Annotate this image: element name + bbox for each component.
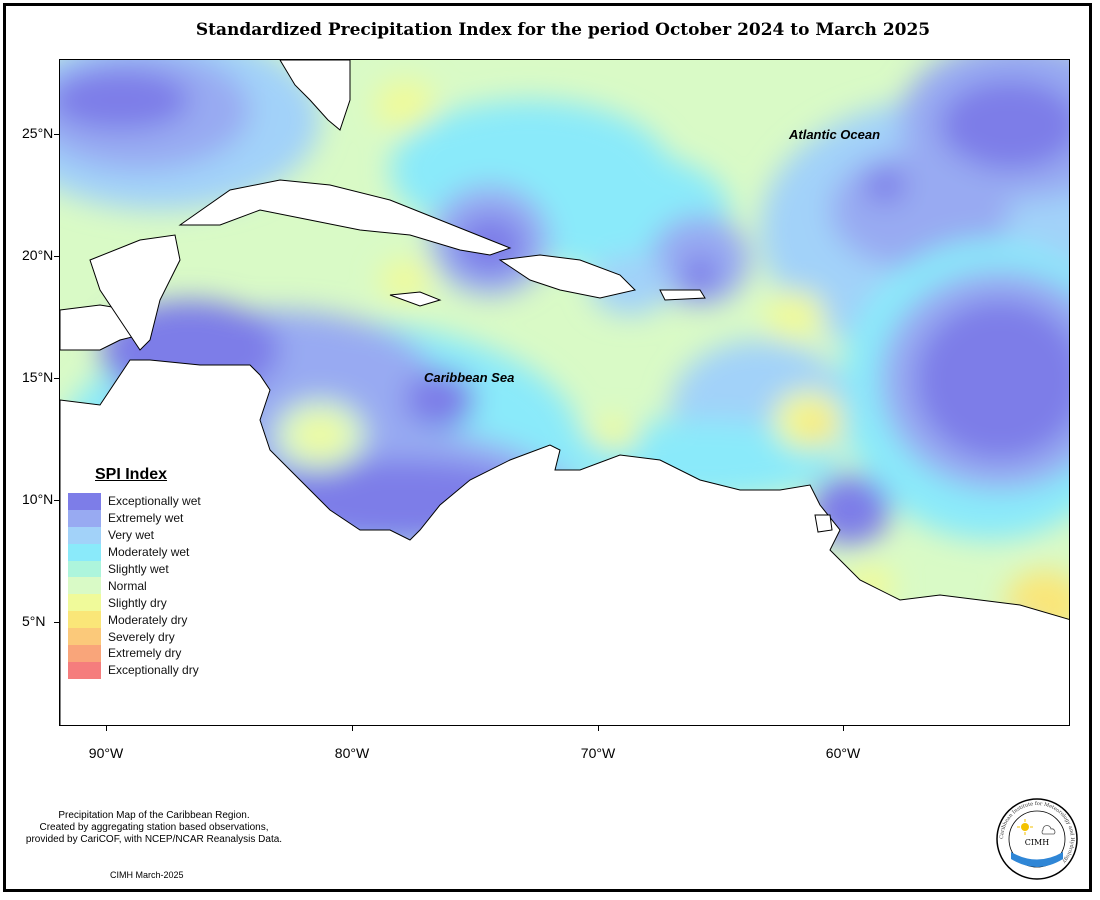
lon-tick bbox=[843, 726, 844, 731]
note-line: provided by CariCOF, with NCEP/NCAR Rean… bbox=[25, 834, 283, 845]
spi-legend: SPI Index Exceptionally wet Extremely wet… bbox=[68, 466, 228, 679]
legend-item: Extremely wet bbox=[68, 509, 228, 527]
lat-tick bbox=[54, 500, 59, 501]
legend-item: Exceptionally dry bbox=[68, 661, 228, 679]
legend-label: Moderately dry bbox=[108, 612, 188, 627]
logo-center-text: CIMH bbox=[1025, 838, 1049, 847]
legend-item: Exceptionally wet bbox=[68, 493, 228, 510]
legend-label: Exceptionally dry bbox=[108, 663, 199, 678]
legend-swatch bbox=[68, 526, 101, 544]
legend-swatch bbox=[68, 577, 101, 595]
legend-swatch bbox=[68, 543, 101, 561]
spi-map bbox=[60, 60, 1069, 725]
lat-label-25n: 25°N bbox=[22, 125, 54, 141]
lat-tick bbox=[54, 256, 59, 257]
legend-label: Severely dry bbox=[108, 629, 175, 644]
note-line: Precipitation Map of the Caribbean Regio… bbox=[58, 810, 250, 821]
legend-title: SPI Index bbox=[95, 466, 168, 483]
lon-tick bbox=[106, 726, 107, 731]
legend-item: Slightly wet bbox=[68, 560, 228, 578]
map-date-credit: CIMH March-2025 bbox=[110, 870, 184, 880]
legend-item: Normal bbox=[68, 577, 228, 595]
lat-tick bbox=[54, 622, 59, 623]
legend-label: Slightly wet bbox=[108, 562, 169, 576]
sun-icon bbox=[1021, 823, 1029, 831]
legend-swatch bbox=[68, 493, 101, 510]
legend-swatch bbox=[68, 645, 101, 662]
legend-item: Extremely dry bbox=[68, 645, 228, 662]
legend-swatch bbox=[68, 661, 101, 679]
legend-item: Moderately wet bbox=[68, 543, 228, 561]
legend-label: Very wet bbox=[108, 528, 155, 543]
map-panel bbox=[59, 59, 1070, 726]
legend-item: Very wet bbox=[68, 526, 228, 544]
lat-label-20n: 20°N bbox=[22, 247, 54, 263]
note-line: Created by aggregating station based obs… bbox=[39, 822, 269, 833]
lon-tick bbox=[352, 726, 353, 731]
cloud-icon bbox=[1041, 825, 1056, 835]
legend-swatch bbox=[68, 509, 101, 527]
lon-label-60w: 60°W bbox=[825, 745, 861, 761]
sun-rays bbox=[1017, 819, 1033, 835]
legend-label: Extremely wet bbox=[108, 511, 184, 526]
legend-label: Extremely dry bbox=[108, 646, 182, 661]
lon-label-80w: 80°W bbox=[334, 745, 370, 761]
land-masses bbox=[60, 60, 1069, 725]
legend-item: Slightly dry bbox=[68, 594, 228, 612]
lat-label-5n: 5°N bbox=[22, 613, 46, 629]
map-title: Standardized Precipitation Index for the… bbox=[195, 20, 931, 40]
legend-label: Exceptionally wet bbox=[108, 494, 201, 509]
legend-swatch bbox=[68, 594, 101, 612]
spi-field bbox=[60, 60, 1069, 725]
lat-tick bbox=[54, 378, 59, 379]
map-note: Precipitation Map of the Caribbean Regio… bbox=[6, 810, 302, 846]
cimh-logo: Caribbean Institute for Meteorology and … bbox=[996, 798, 1078, 880]
lat-label-10n: 10°N bbox=[22, 491, 54, 507]
lon-label-90w: 90°W bbox=[88, 745, 124, 761]
legend-item: Moderately dry bbox=[68, 611, 228, 629]
lon-tick bbox=[598, 726, 599, 731]
lon-label-70w: 70°W bbox=[580, 745, 616, 761]
legend-swatch bbox=[68, 628, 101, 646]
waves-icon bbox=[1011, 852, 1063, 867]
legend-label: Normal bbox=[108, 578, 147, 593]
figure-frame bbox=[3, 3, 1092, 892]
lat-tick bbox=[54, 134, 59, 135]
legend-rows: Exceptionally wet Extremely wet Very wet Mo… bbox=[68, 493, 228, 679]
legend-label: Moderately wet bbox=[108, 545, 190, 560]
atlantic-ocean-label: Atlantic Ocean bbox=[789, 127, 881, 142]
legend-swatch bbox=[68, 560, 101, 578]
legend-swatch bbox=[68, 611, 101, 629]
legend-label: Slightly dry bbox=[108, 595, 167, 610]
lat-label-15n: 15°N bbox=[22, 369, 54, 385]
legend-item: Severely dry bbox=[68, 628, 228, 646]
caribbean-sea-label: Caribbean Sea bbox=[424, 370, 515, 385]
